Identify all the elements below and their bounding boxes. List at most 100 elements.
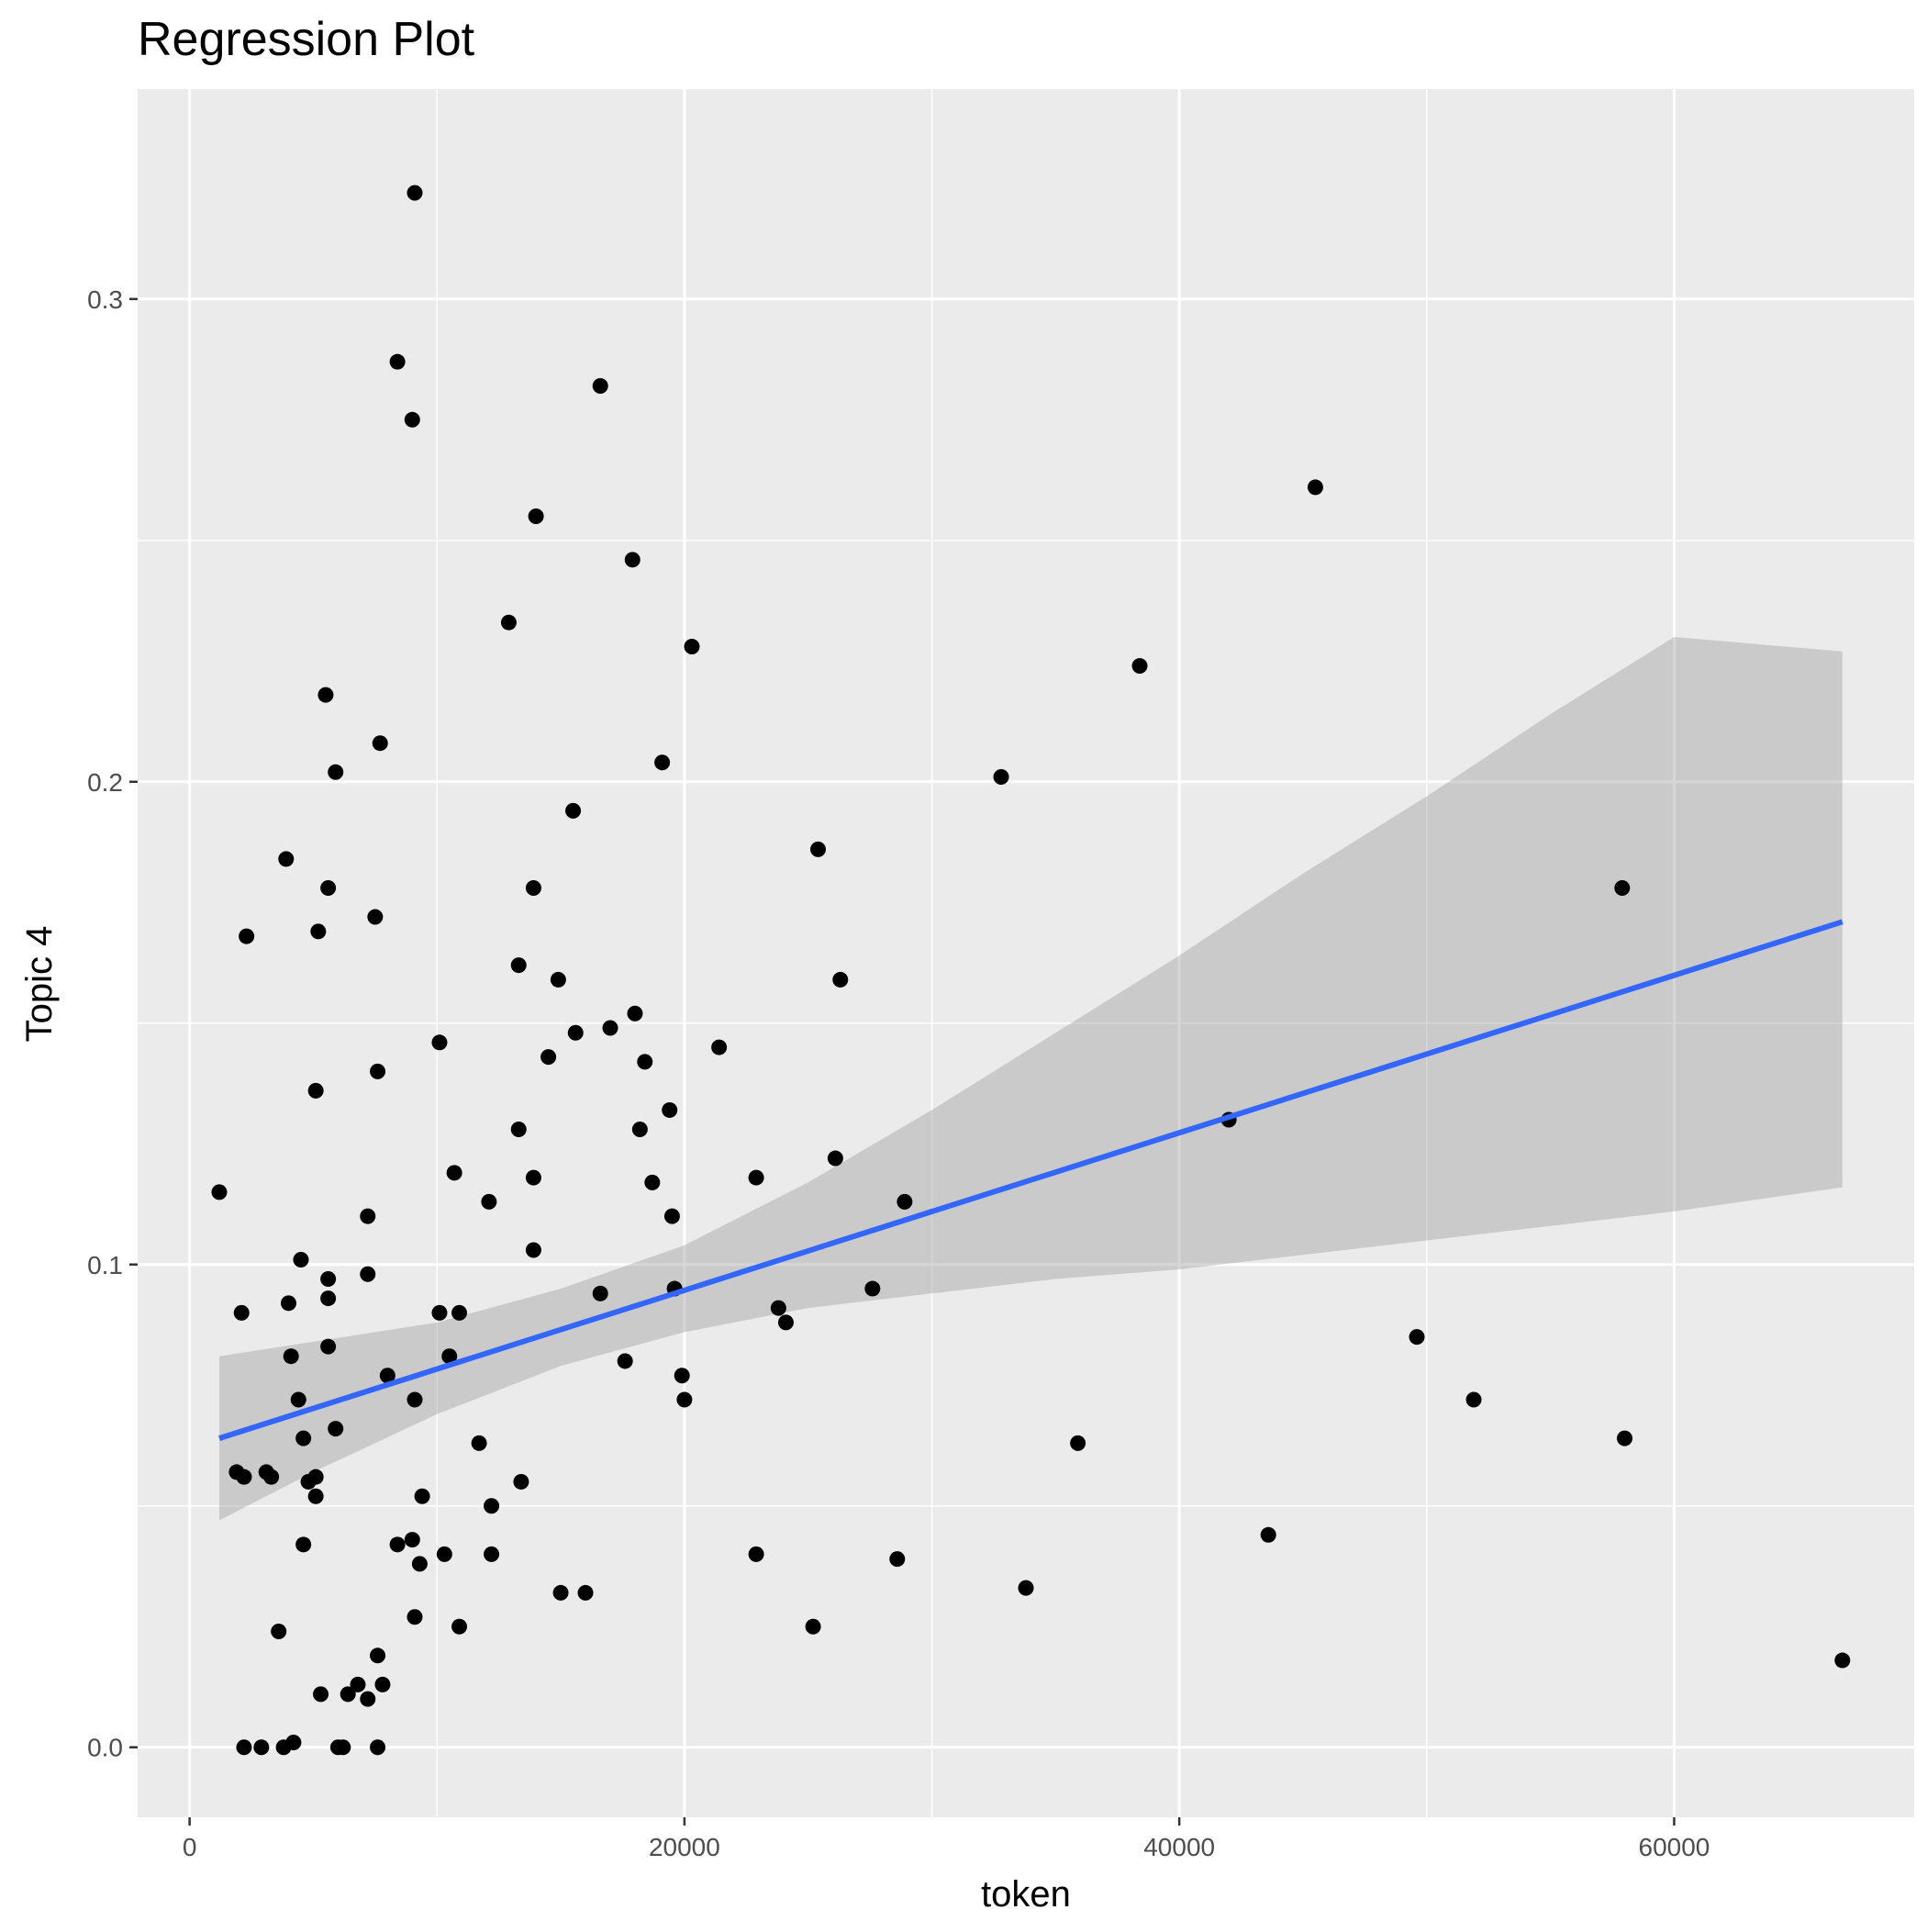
data-point [1260, 1526, 1276, 1543]
data-point [897, 1193, 913, 1210]
data-point [592, 377, 608, 394]
data-point [335, 1739, 351, 1756]
data-point [360, 1691, 376, 1707]
data-point [624, 552, 640, 568]
data-point [370, 1739, 386, 1756]
data-point [627, 1005, 643, 1022]
data-point [810, 841, 827, 857]
data-point [350, 1676, 366, 1692]
data-point [676, 1391, 693, 1408]
data-point [431, 1034, 448, 1051]
data-point [389, 1536, 406, 1553]
y-tick-label: 0.3 [87, 285, 123, 314]
data-point [481, 1193, 497, 1210]
data-point [320, 1290, 337, 1307]
data-point [411, 1556, 428, 1572]
data-point [663, 1208, 680, 1224]
data-point [263, 1469, 280, 1485]
data-point [283, 1348, 299, 1365]
x-tick-label: 0 [183, 1833, 197, 1861]
data-point [1465, 1391, 1482, 1408]
y-tick-label: 0.2 [87, 768, 123, 797]
data-point [577, 1584, 594, 1601]
data-point [637, 1054, 653, 1070]
data-point [236, 1739, 252, 1756]
data-point [414, 1488, 430, 1504]
scatter-points [211, 184, 1851, 1756]
data-point [379, 1368, 395, 1384]
data-point [407, 1609, 423, 1625]
data-point [407, 1391, 423, 1408]
x-axis: 0 20000 40000 60000 [183, 1817, 1710, 1861]
data-point [510, 957, 527, 974]
data-point [307, 1488, 324, 1504]
x-tick-label: 60000 [1639, 1833, 1710, 1861]
data-point [370, 1647, 386, 1664]
data-point [285, 1734, 302, 1750]
data-point [617, 1353, 633, 1369]
data-point [889, 1551, 906, 1568]
data-point [528, 508, 544, 524]
data-point [1307, 479, 1323, 496]
data-point [239, 928, 255, 944]
data-point [307, 1469, 324, 1485]
data-point [236, 1469, 252, 1485]
data-point [310, 923, 327, 940]
data-point [748, 1169, 764, 1186]
x-axis-title: token [981, 1874, 1071, 1915]
x-tick-label: 40000 [1143, 1833, 1215, 1861]
data-point [374, 1676, 391, 1692]
data-point [1070, 1435, 1086, 1451]
data-point [293, 1251, 309, 1268]
data-point [832, 971, 849, 988]
minor-gridlines [138, 89, 1914, 1817]
data-point [328, 764, 344, 780]
data-point [1409, 1329, 1425, 1346]
data-point [711, 1039, 728, 1055]
data-point [500, 614, 517, 631]
data-point [307, 1082, 324, 1099]
data-point [367, 909, 384, 925]
data-point [360, 1266, 376, 1282]
data-point [525, 1242, 541, 1258]
data-point [372, 735, 388, 752]
x-tick-label: 20000 [649, 1833, 720, 1861]
data-point [313, 1686, 329, 1703]
data-point [404, 411, 420, 428]
data-point [370, 1063, 386, 1079]
data-point [389, 353, 406, 370]
data-point [552, 1584, 569, 1601]
data-point [864, 1280, 881, 1297]
data-point [271, 1623, 287, 1639]
confidence-band [219, 637, 1843, 1521]
data-point [436, 1546, 452, 1562]
data-point [253, 1739, 270, 1756]
data-point [1131, 658, 1148, 675]
data-point [404, 1532, 420, 1548]
data-point [1834, 1652, 1851, 1669]
data-point [654, 754, 671, 771]
data-point [233, 1304, 250, 1321]
data-point [827, 1150, 843, 1167]
data-point [770, 1300, 786, 1316]
data-point [328, 1421, 344, 1437]
data-point [805, 1618, 821, 1635]
data-point [1617, 1430, 1633, 1446]
y-axis-title: Topic 4 [19, 926, 60, 1043]
y-tick-label: 0.0 [87, 1734, 123, 1762]
data-point [565, 802, 582, 819]
data-point [1018, 1580, 1034, 1596]
data-point [550, 971, 566, 988]
data-point [295, 1536, 312, 1553]
data-point [631, 1121, 648, 1137]
data-point [525, 1169, 541, 1186]
data-point [451, 1304, 468, 1321]
regression-line [218, 919, 1843, 1441]
data-point [317, 687, 334, 703]
data-point [748, 1546, 764, 1562]
data-point [540, 1049, 557, 1066]
y-axis: 0.0 0.1 0.2 0.3 [87, 285, 138, 1762]
data-point [644, 1174, 661, 1190]
